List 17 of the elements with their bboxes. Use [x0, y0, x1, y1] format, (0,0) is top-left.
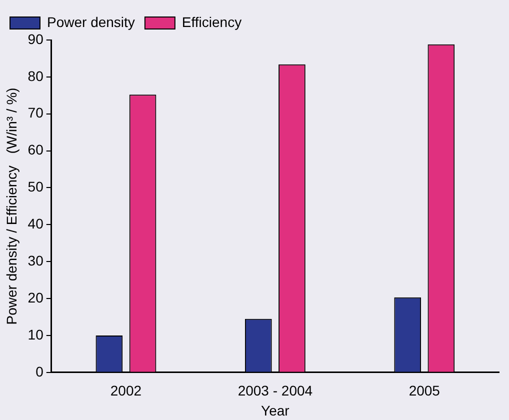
x-tick-label: 2005 [408, 382, 440, 399]
y-tick-label: 80 [28, 68, 44, 84]
y-tick-label: 40 [28, 216, 44, 232]
y-tick-label: 60 [28, 142, 44, 158]
y-tick-label: 20 [28, 289, 44, 306]
x-axis-title: Year [261, 402, 290, 418]
y-tick-label: 90 [28, 30, 44, 47]
legend-label: Power density [47, 14, 135, 30]
y-tick-label: 30 [28, 252, 44, 268]
y-tick-label: 70 [28, 104, 44, 121]
y-tick-label: 50 [28, 178, 44, 195]
y-tick-label: 0 [36, 363, 44, 380]
x-tick-label: 2003 - 2004 [238, 382, 313, 399]
y-tick-label: 10 [28, 326, 44, 342]
legend-label: Efficiency [182, 14, 242, 30]
y-axis-title: Power density / Efficiency (W/in³ / %) [3, 88, 20, 325]
x-tick-label: 2002 [110, 382, 142, 399]
